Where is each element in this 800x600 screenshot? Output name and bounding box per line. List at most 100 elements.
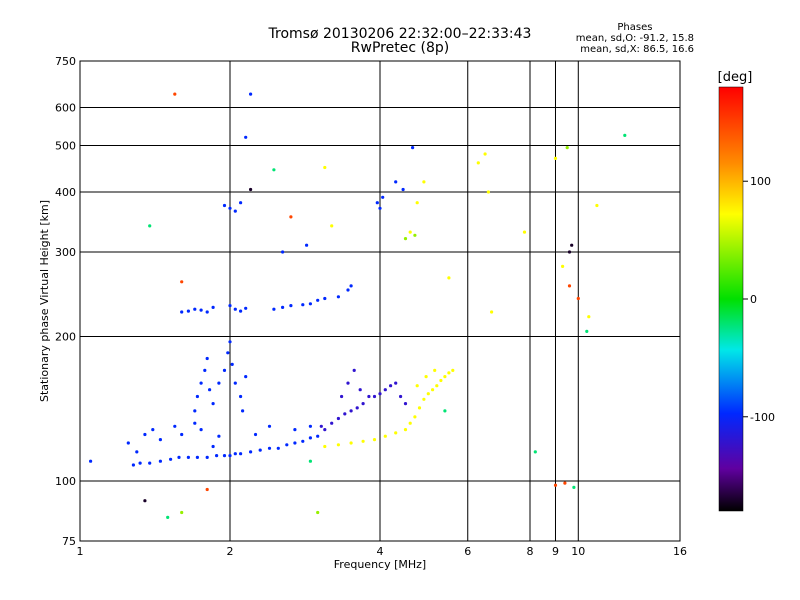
data-point bbox=[346, 288, 350, 292]
data-point bbox=[330, 421, 334, 425]
data-point bbox=[239, 452, 243, 456]
data-point bbox=[413, 233, 417, 237]
data-point bbox=[367, 394, 371, 399]
data-point bbox=[476, 161, 480, 165]
data-point bbox=[131, 463, 135, 467]
data-point bbox=[394, 431, 398, 435]
grid-lines bbox=[80, 61, 680, 541]
data-point bbox=[433, 368, 437, 372]
data-point bbox=[244, 135, 248, 139]
phases-header: Phases bbox=[617, 22, 653, 33]
data-point bbox=[89, 459, 93, 463]
y-tick-label: 750 bbox=[55, 55, 76, 68]
data-point bbox=[205, 487, 209, 492]
data-point bbox=[316, 434, 320, 438]
x-tick-label: 8 bbox=[527, 545, 534, 558]
data-point bbox=[281, 250, 285, 254]
data-point bbox=[403, 237, 408, 241]
data-point bbox=[422, 397, 426, 401]
data-point bbox=[217, 381, 221, 385]
data-point bbox=[233, 307, 237, 311]
data-point bbox=[239, 394, 243, 399]
data-point bbox=[186, 455, 190, 459]
data-point bbox=[211, 402, 215, 406]
chart-title: Tromsø 20130206 22:32:00–22:33:43 bbox=[268, 26, 532, 42]
data-point bbox=[211, 305, 215, 309]
data-points bbox=[89, 92, 627, 520]
data-point bbox=[205, 455, 209, 459]
data-point bbox=[180, 280, 184, 284]
data-point bbox=[195, 455, 199, 459]
data-point bbox=[323, 444, 327, 449]
data-point bbox=[222, 203, 227, 208]
data-point bbox=[572, 485, 576, 489]
x-tick-label: 9 bbox=[552, 545, 559, 558]
phases-x-stats: mean, sd,X: 86.5, 16.6 bbox=[580, 44, 694, 55]
data-point bbox=[253, 432, 258, 437]
data-point bbox=[308, 424, 312, 428]
data-point bbox=[193, 409, 197, 413]
data-point bbox=[336, 443, 340, 447]
data-point bbox=[394, 180, 398, 184]
data-point bbox=[336, 295, 340, 299]
data-point bbox=[595, 203, 599, 208]
data-point bbox=[301, 439, 305, 443]
colorbar bbox=[718, 86, 744, 512]
data-point bbox=[343, 412, 347, 416]
data-point bbox=[533, 450, 537, 454]
data-point bbox=[148, 461, 152, 465]
data-point bbox=[289, 215, 293, 219]
data-point bbox=[193, 307, 197, 311]
data-point bbox=[349, 441, 353, 445]
x-tick-label: 2 bbox=[227, 545, 234, 558]
data-point bbox=[349, 284, 353, 288]
data-point bbox=[483, 152, 487, 156]
data-point bbox=[389, 384, 393, 388]
data-point bbox=[143, 499, 147, 503]
data-point bbox=[173, 92, 177, 96]
data-point bbox=[403, 428, 408, 432]
data-point bbox=[244, 306, 248, 310]
data-point bbox=[361, 402, 365, 406]
data-point bbox=[293, 428, 297, 432]
data-point bbox=[226, 351, 230, 355]
data-point bbox=[276, 446, 280, 450]
phases-legend: Phases mean, sd,O: -91.2, 15.8 mean, sd,… bbox=[576, 22, 694, 55]
data-point bbox=[413, 415, 417, 419]
data-point bbox=[323, 165, 327, 170]
x-tick-label: 1 bbox=[77, 545, 84, 558]
data-point bbox=[340, 394, 344, 399]
y-tick-label: 200 bbox=[55, 331, 76, 344]
data-point bbox=[267, 446, 272, 450]
data-point bbox=[272, 307, 276, 311]
data-point bbox=[323, 296, 327, 301]
data-point bbox=[408, 230, 412, 234]
data-point bbox=[205, 356, 209, 361]
data-point bbox=[375, 201, 379, 205]
data-point bbox=[195, 394, 199, 399]
data-point bbox=[158, 438, 162, 442]
data-point bbox=[381, 195, 385, 199]
data-point bbox=[267, 424, 272, 428]
data-point bbox=[585, 329, 589, 333]
data-point bbox=[415, 201, 419, 205]
data-point bbox=[239, 201, 243, 205]
data-point bbox=[372, 394, 377, 399]
data-point bbox=[215, 454, 219, 458]
data-point bbox=[158, 459, 162, 463]
data-point bbox=[228, 206, 232, 210]
x-tick-label: 6 bbox=[464, 545, 471, 558]
chart-subtitle: RwPretec (8p) bbox=[350, 40, 450, 56]
data-point bbox=[293, 441, 297, 445]
data-point bbox=[447, 276, 451, 280]
data-point bbox=[205, 310, 209, 314]
data-point bbox=[180, 510, 184, 515]
data-point bbox=[233, 209, 237, 213]
data-point bbox=[352, 368, 356, 372]
data-point bbox=[565, 146, 569, 150]
data-point bbox=[378, 392, 382, 396]
data-point bbox=[272, 168, 276, 172]
data-point bbox=[383, 388, 387, 392]
data-point bbox=[249, 92, 253, 96]
data-point bbox=[576, 296, 580, 301]
